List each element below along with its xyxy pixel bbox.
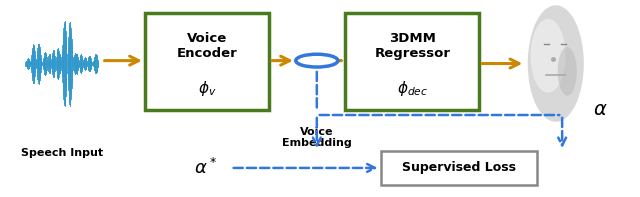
Text: $\alpha$: $\alpha$ bbox=[593, 101, 607, 119]
Ellipse shape bbox=[557, 47, 577, 96]
FancyBboxPatch shape bbox=[346, 13, 479, 110]
Circle shape bbox=[296, 54, 338, 67]
Text: $\alpha^*$: $\alpha^*$ bbox=[194, 158, 217, 178]
Text: $\phi_v$: $\phi_v$ bbox=[198, 79, 216, 98]
Text: Speech Input: Speech Input bbox=[21, 148, 103, 158]
Text: Supervised Loss: Supervised Loss bbox=[401, 161, 516, 174]
Ellipse shape bbox=[531, 19, 566, 93]
Text: Voice
Embedding: Voice Embedding bbox=[282, 126, 352, 148]
Text: 3DMM
Regressor: 3DMM Regressor bbox=[374, 32, 451, 60]
FancyBboxPatch shape bbox=[145, 13, 269, 110]
Ellipse shape bbox=[528, 5, 584, 122]
FancyBboxPatch shape bbox=[381, 151, 537, 185]
Text: $\phi_{dec}$: $\phi_{dec}$ bbox=[397, 79, 428, 98]
Text: Voice
Encoder: Voice Encoder bbox=[177, 32, 237, 60]
